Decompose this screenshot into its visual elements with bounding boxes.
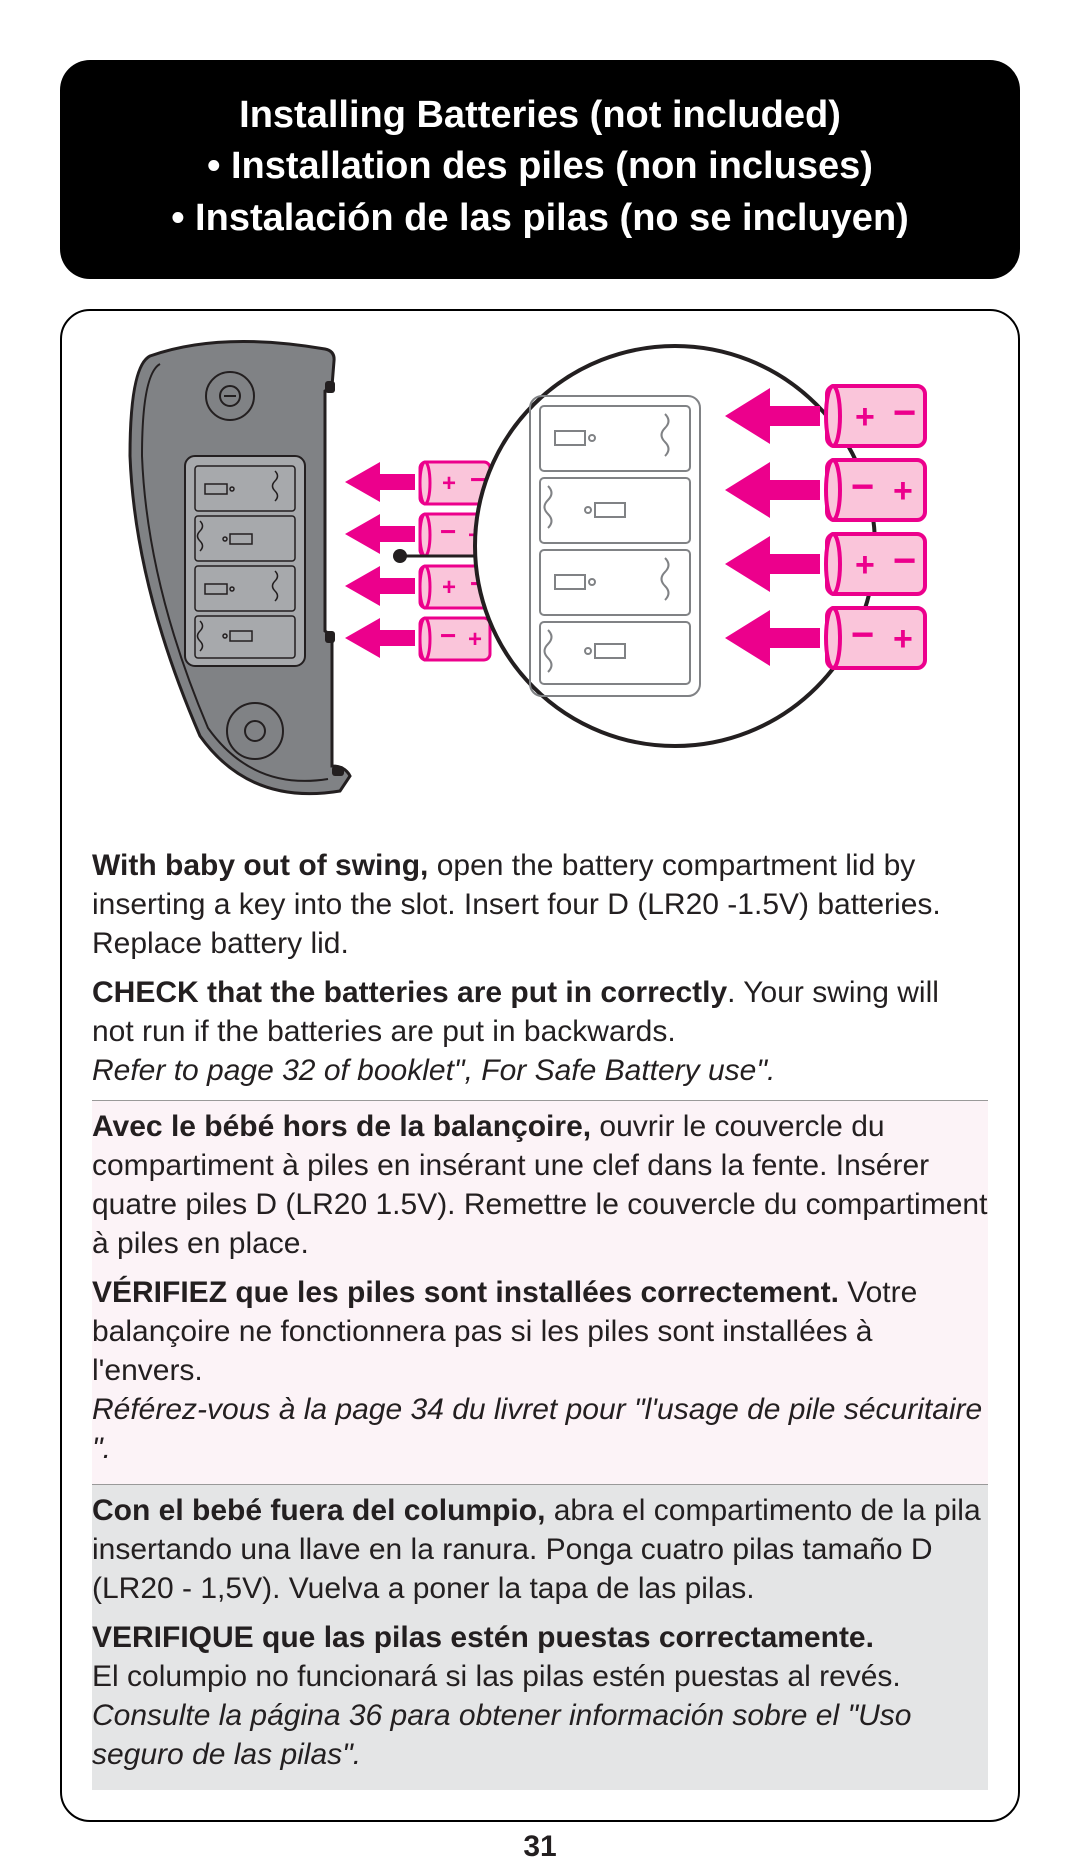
- svg-text:+: +: [893, 472, 913, 510]
- fr-para-1: Avec le bébé hors de la balançoire, ouvr…: [92, 1107, 988, 1263]
- en-para-1: With baby out of swing, open the battery…: [92, 846, 988, 963]
- en-p1-bold: With baby out of swing,: [92, 849, 428, 882]
- svg-text:+: +: [855, 398, 875, 436]
- es-para-1: Con el bebé fuera del columpio, abra el …: [92, 1491, 988, 1608]
- page-number: 31: [60, 1830, 1020, 1864]
- batteries-small-group: + − − + + −: [345, 462, 490, 660]
- svg-text:−: −: [851, 613, 874, 657]
- fr-p1-bold: Avec le bébé hors de la balançoire,: [92, 1110, 591, 1143]
- es-p2-rest: El columpio no funcionará si las pilas e…: [92, 1660, 901, 1693]
- compartment-small: [185, 456, 305, 666]
- content-panel: + − − + + −: [60, 309, 1020, 1822]
- en-p2-bold: CHECK that the batteries are put in corr…: [92, 976, 727, 1009]
- battery-diagram: + − − + + −: [92, 336, 988, 816]
- svg-text:+: +: [442, 574, 456, 601]
- svg-text:−: −: [440, 516, 456, 547]
- title-line-fr: • Installation des piles (non incluses): [80, 141, 1000, 192]
- en-para-2: CHECK that the batteries are put in corr…: [92, 973, 988, 1090]
- svg-text:−: −: [893, 391, 916, 435]
- fr-para-2: VÉRIFIEZ que les piles sont installées c…: [92, 1273, 988, 1468]
- es-p2-italic: Consulte la página 36 para obtener infor…: [92, 1699, 911, 1771]
- title-header: Installing Batteries (not included) • In…: [60, 60, 1020, 279]
- es-p1-bold: Con el bebé fuera del columpio,: [92, 1494, 545, 1527]
- title-line-en: Installing Batteries (not included): [80, 90, 1000, 141]
- section-french: Avec le bébé hors de la balançoire, ouvr…: [92, 1100, 988, 1484]
- svg-text:−: −: [440, 620, 456, 651]
- svg-text:−: −: [893, 539, 916, 583]
- en-p2-italic: Refer to page 32 of booklet", For Safe B…: [92, 1054, 775, 1087]
- fr-p2-italic: Référez-vous à la page 34 du livret pour…: [92, 1393, 982, 1465]
- svg-text:+: +: [893, 620, 913, 658]
- title-line-es: • Instalación de las pilas (no se incluy…: [80, 193, 1000, 244]
- svg-text:+: +: [468, 626, 482, 653]
- section-english: With baby out of swing, open the battery…: [92, 846, 988, 1090]
- svg-text:−: −: [851, 465, 874, 509]
- svg-text:+: +: [855, 546, 875, 584]
- section-spanish: Con el bebé fuera del columpio, abra el …: [92, 1484, 988, 1790]
- fr-p2-bold: VÉRIFIEZ que les piles sont installées c…: [92, 1276, 839, 1309]
- es-para-2: VERIFIQUE que las pilas estén puestas co…: [92, 1618, 988, 1774]
- es-p2-bold: VERIFIQUE que las pilas estén puestas co…: [92, 1621, 874, 1654]
- svg-text:+: +: [442, 470, 456, 497]
